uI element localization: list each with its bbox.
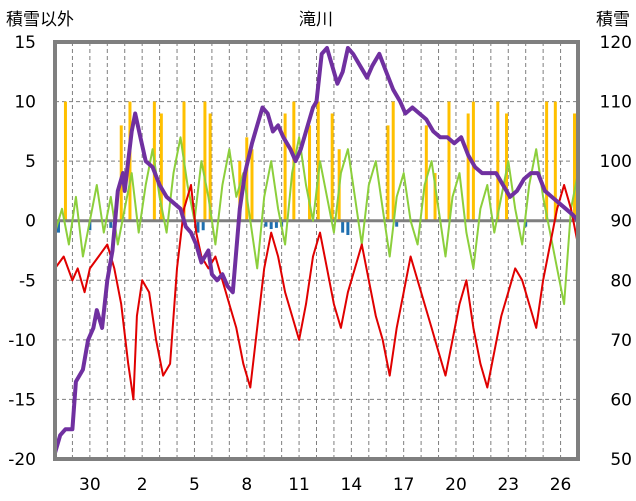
green-series-line — [54, 136, 579, 306]
x-tick-label: 20 — [445, 475, 467, 495]
blue-bar — [346, 220, 350, 236]
orange-bar — [283, 113, 287, 221]
blue-bar — [341, 220, 345, 233]
x-axis-tick-labels: 30 2 5 8 11 14 17 20 23 26 — [79, 475, 571, 495]
right-tick-label: 100 — [600, 152, 632, 172]
left-tick-label: -5 — [19, 271, 36, 291]
x-tick-label: 14 — [341, 475, 363, 495]
orange-bar — [330, 113, 334, 221]
x-tick-label: 11 — [288, 475, 310, 495]
x-tick-label: 26 — [550, 475, 572, 495]
orange-bar — [573, 113, 577, 221]
orange-bar — [545, 101, 549, 221]
blue-bar — [201, 220, 205, 231]
orange-bar — [238, 161, 242, 221]
right-axis-label: 積雪 — [596, 10, 630, 30]
lines-layer — [53, 46, 580, 454]
right-tick-label: 50 — [610, 450, 632, 470]
x-tick-label: 30 — [79, 475, 101, 495]
right-tick-label: 120 — [600, 33, 632, 53]
x-tick-label: 23 — [497, 475, 519, 495]
blue-bar — [196, 220, 200, 233]
blue-bar — [269, 220, 273, 230]
snow-depth-line — [53, 46, 580, 454]
x-tick-label: 5 — [189, 475, 200, 495]
temperature-line — [54, 184, 579, 401]
orange-bar — [316, 101, 320, 221]
orange-bar — [245, 137, 249, 221]
orange-bar — [63, 101, 67, 221]
right-tick-label: 90 — [610, 212, 632, 232]
blue-bar — [56, 220, 60, 233]
blue-bar — [395, 220, 399, 227]
right-tick-label: 70 — [610, 331, 632, 351]
left-axis-tick-labels: 15 10 5 0 -5 -10 -15 -20 — [8, 33, 36, 470]
blue-bar — [109, 220, 113, 228]
left-tick-label: -10 — [8, 331, 36, 351]
orange-bar — [308, 125, 312, 221]
orange-bar — [386, 125, 390, 221]
left-tick-label: -15 — [8, 390, 36, 410]
left-tick-label: -20 — [8, 450, 36, 470]
right-tick-label: 80 — [610, 271, 632, 291]
orange-bar — [203, 101, 207, 221]
orange-bar — [159, 113, 163, 221]
orange-bar — [424, 125, 428, 221]
orange-bar — [447, 101, 451, 221]
left-tick-label: 15 — [14, 33, 36, 53]
right-tick-label: 110 — [600, 93, 632, 113]
left-tick-label: 5 — [25, 152, 36, 172]
orange-bar — [466, 113, 470, 221]
right-tick-label: 60 — [610, 390, 632, 410]
orange-bar — [433, 173, 437, 221]
blue-bar — [264, 220, 268, 227]
x-tick-label: 17 — [393, 475, 415, 495]
orange-bar — [391, 101, 395, 221]
blue-bar — [274, 220, 278, 228]
orange-bar — [496, 101, 500, 221]
x-tick-label: 2 — [137, 475, 148, 495]
left-tick-label: 0 — [25, 212, 36, 232]
left-axis-label: 積雪以外 — [6, 10, 74, 30]
orange-bar — [250, 149, 254, 221]
x-tick-label: 8 — [241, 475, 252, 495]
orange-bar — [208, 113, 212, 221]
orange-bar — [553, 101, 557, 221]
right-axis-tick-labels: 120 110 100 90 80 70 60 50 — [600, 33, 632, 470]
blue-bar — [524, 220, 528, 227]
plot-frame — [53, 40, 580, 461]
chart-title: 滝川 — [299, 10, 333, 30]
left-tick-label: 10 — [14, 93, 36, 113]
